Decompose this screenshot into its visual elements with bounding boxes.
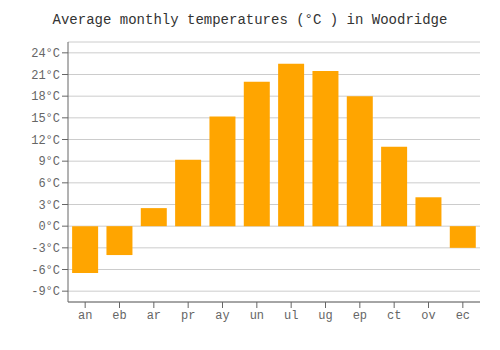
svg-text:15°C: 15°C — [31, 112, 60, 126]
svg-text:eb: eb — [112, 309, 126, 323]
svg-text:ct: ct — [387, 309, 401, 323]
svg-text:3°C: 3°C — [38, 199, 60, 213]
svg-text:ep: ep — [353, 309, 367, 323]
svg-text:ov: ov — [421, 309, 435, 323]
svg-text:12°C: 12°C — [31, 134, 60, 148]
svg-text:-6°C: -6°C — [31, 264, 60, 278]
svg-text:ul: ul — [284, 309, 298, 323]
svg-text:pr: pr — [181, 309, 195, 323]
svg-text:9°C: 9°C — [38, 155, 60, 169]
html-text:Average monthly temperatures (: Average monthly temperatures (°C ) in Wo… — [52, 12, 448, 28]
svg-text:ar: ar — [147, 309, 161, 323]
svg-text:18°C: 18°C — [31, 90, 60, 104]
svg-text:-3°C: -3°C — [31, 242, 60, 256]
svg-text:24°C: 24°C — [31, 47, 60, 61]
svg-text:ay: ay — [215, 309, 229, 323]
svg-text:an: an — [78, 309, 92, 323]
svg-text:6°C: 6°C — [38, 177, 60, 191]
svg-text:21°C: 21°C — [31, 69, 60, 83]
svg-text:ug: ug — [318, 309, 332, 323]
svg-text:un: un — [250, 309, 264, 323]
svg-text:0°C: 0°C — [38, 220, 60, 234]
svg-text:-9°C: -9°C — [31, 285, 60, 299]
svg-text:ec: ec — [456, 309, 470, 323]
